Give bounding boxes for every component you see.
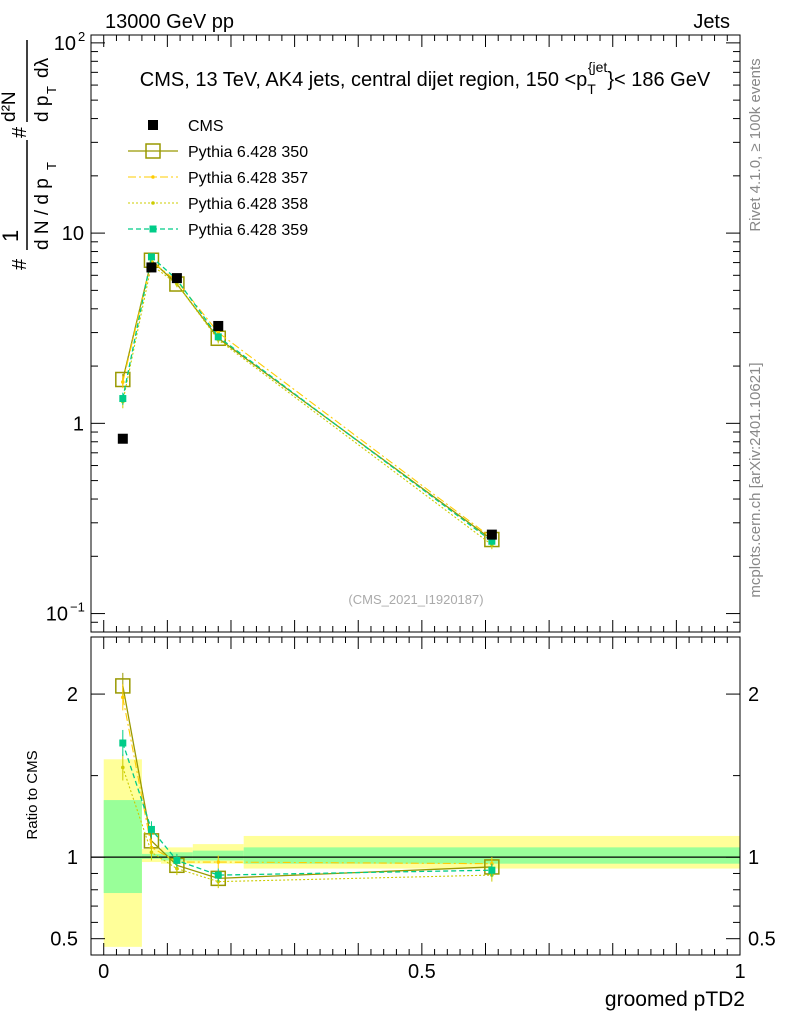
point-cms — [117, 433, 128, 444]
series-p358 — [121, 261, 494, 550]
ylabel-d2N: d²N — [0, 91, 20, 122]
main-y-axis-label: # 1 d N / d p T # d²N d p T dλ — [0, 40, 59, 270]
ylabel-T-1: T — [44, 162, 59, 170]
legend-label-p358: Pythia 6.428 358 — [188, 196, 308, 213]
ylabel-hash-2: # — [9, 126, 31, 138]
series-line-p350 — [122, 259, 493, 541]
ylabel-T-2: T — [44, 86, 59, 94]
source-label: mcplots.cern.ch [arXiv:2401.10621] — [747, 362, 764, 597]
legend-entry-p359: Pythia 6.428 359 — [128, 222, 308, 239]
legend-label-p357: Pythia 6.428 357 — [188, 170, 308, 187]
ylabel-dlambda: dλ — [32, 57, 53, 78]
uncertainty-band-inner — [243, 847, 740, 864]
legend-marker-p350 — [145, 143, 161, 159]
point-p359 — [147, 253, 155, 261]
ratio-y-tick-label: 2 — [67, 684, 78, 706]
main-y-tick-exponent: 2 — [78, 29, 85, 44]
ratio-frame — [90, 636, 741, 956]
legend-label-p359: Pythia 6.428 359 — [188, 222, 308, 239]
ratio-point-p359 — [488, 866, 496, 874]
point-cms — [146, 262, 157, 273]
legend-entry-p357: Pythia 6.428 357 — [128, 170, 308, 187]
ratio-axes: 2 21 10.5 0.50 0.5 1 — [50, 637, 776, 983]
chart-title-tail: }< 186 GeV — [607, 69, 711, 91]
ratio-point-p358 — [121, 765, 125, 770]
x-tick-label: 0 — [98, 961, 109, 983]
chart-title-sub: T — [587, 81, 596, 97]
ylabel-dN: d N / d p — [32, 178, 53, 250]
point-cms — [171, 273, 182, 284]
ratio-point-p358 — [175, 866, 179, 871]
point-p359 — [488, 537, 496, 545]
legend-label-p350: Pythia 6.428 350 — [188, 144, 308, 161]
ratio-y-tick-label-right: 1 — [748, 847, 759, 869]
chart-title-main: CMS, 13 TeV, AK4 jets, central dijet reg… — [140, 69, 588, 91]
ratio-series-p359 — [119, 729, 496, 882]
series-p350 — [115, 252, 500, 548]
main-y-tick-exponent: −1 — [70, 600, 85, 615]
uncertainty-band-inner — [103, 800, 142, 894]
main-y-tick-label: 10 — [62, 223, 84, 245]
legend-entry-p358: Pythia 6.428 358 — [128, 196, 308, 213]
point-p359 — [214, 333, 222, 341]
legend-marker-p357 — [151, 175, 155, 179]
point-cms — [486, 529, 497, 540]
analysis-label: (CMS_2021_I1920187) — [348, 592, 483, 607]
x-tick-label: 1 — [734, 961, 745, 983]
rivet-label: Rivet 4.1.0, ≥ 100k events — [747, 58, 764, 231]
ratio-y-tick-label-right: 2 — [748, 684, 759, 706]
point-p357 — [121, 380, 125, 384]
ratio-point-p357 — [216, 860, 221, 864]
ratio-panel: 2 21 10.5 0.50 0.5 1 Ratio to CMS groomed pTD… — [24, 636, 776, 1011]
legend-marker-cms — [148, 120, 158, 130]
chart-title: CMS, 13 TeV, AK4 jets, central dijet reg… — [140, 59, 711, 97]
energy-label: 13000 GeV pp — [105, 11, 234, 33]
ratio-point-p359 — [173, 856, 181, 864]
main-y-tick-label: 10 — [54, 33, 76, 55]
ylabel-hash-1: # — [9, 258, 31, 270]
main-y-tick-label: 10 — [46, 604, 68, 626]
series-p359 — [119, 253, 496, 546]
ratio-point-p357 — [121, 695, 125, 700]
main-frame — [90, 34, 741, 633]
ratio-point-p359 — [119, 739, 127, 747]
ratio-series-layer — [91, 672, 740, 947]
main-series-layer — [115, 252, 500, 550]
point-p358 — [175, 282, 179, 286]
legend: CMS Pythia 6.428 350 Pythia 6.428 357 Pythi… — [128, 118, 308, 239]
point-cms — [213, 320, 224, 331]
ratio-y-tick-label-right: 0.5 — [748, 929, 776, 951]
ratio-y-axis-label: Ratio to CMS — [24, 750, 41, 839]
ratio-y-tick-label: 1 — [67, 847, 78, 869]
x-tick-label: 0.5 — [408, 961, 436, 983]
series-cms — [117, 262, 497, 540]
ratio-y-tick-label: 0.5 — [50, 929, 78, 951]
ylabel-dpT: d p — [32, 96, 53, 122]
legend-entry-cms: CMS — [148, 118, 224, 135]
ratio-point-p359 — [214, 871, 222, 879]
main-y-tick-label: 1 — [73, 413, 84, 435]
ratio-point-p358 — [149, 850, 154, 855]
legend-label-cms: CMS — [188, 118, 224, 135]
process-label: Jets — [693, 11, 730, 33]
x-axis-label: groomed pTD2 — [605, 988, 745, 1011]
chart-title-sup: {jet — [588, 59, 608, 75]
ylabel-one: 1 — [0, 230, 23, 242]
series-line-p358 — [122, 264, 493, 546]
series-line-p357 — [122, 260, 493, 539]
legend-entry-p350: Pythia 6.428 350 — [128, 143, 308, 161]
legend-marker-p358 — [151, 201, 155, 205]
legend-marker-p359 — [149, 225, 157, 233]
point-p359 — [119, 395, 127, 403]
ratio-point-p359 — [147, 825, 155, 833]
